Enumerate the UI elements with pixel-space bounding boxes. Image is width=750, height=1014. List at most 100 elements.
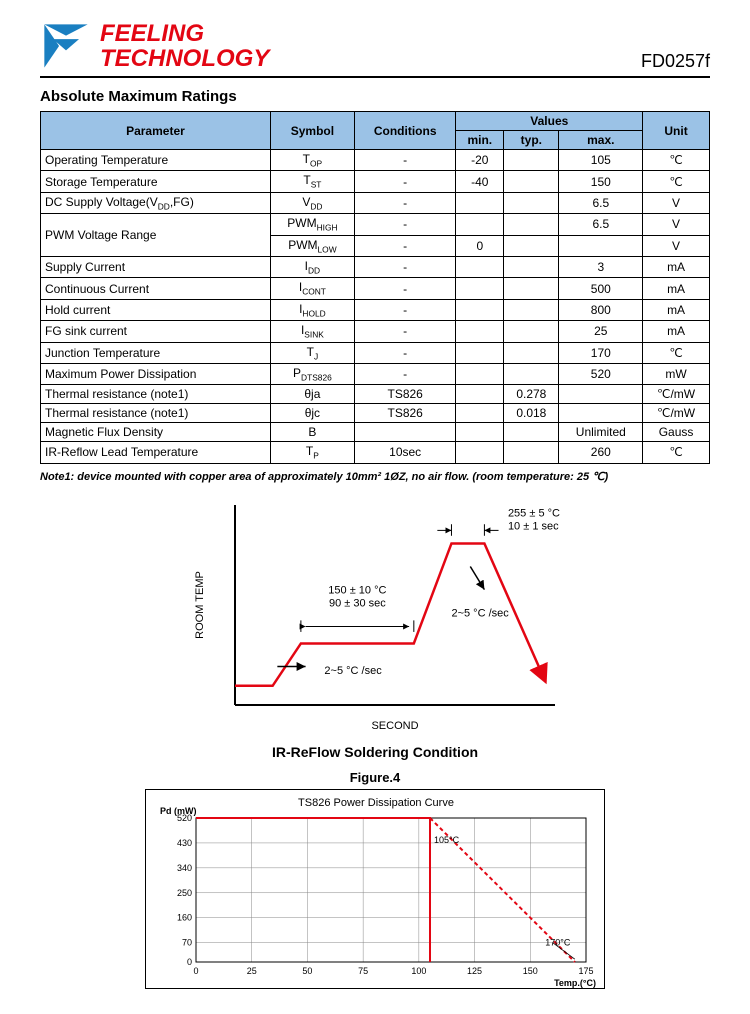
cell-symbol: TJ (270, 342, 354, 363)
table-body: Operating TemperatureTOP--20105℃Storage … (41, 150, 710, 464)
svg-text:520: 520 (177, 813, 192, 823)
cell-parameter: Maximum Power Dissipation (41, 363, 271, 384)
table-row: Thermal resistance (note1)θjcTS8260.018℃… (41, 404, 710, 423)
cell-parameter: PWM Voltage Range (41, 214, 271, 257)
section-title: Absolute Maximum Ratings (40, 88, 710, 105)
svg-text:0: 0 (193, 966, 198, 976)
table-row: FG sink currentISINK-25mA (41, 321, 710, 342)
cell-cond: TS826 (354, 385, 456, 404)
cell-parameter: Magnetic Flux Density (41, 423, 271, 442)
table-row: Junction TemperatureTJ- 170℃ (41, 342, 710, 363)
cell-symbol: PDTS826 (270, 363, 354, 384)
cell-typ (504, 278, 559, 299)
svg-text:10 ± 1 sec: 10 ± 1 sec (508, 520, 559, 532)
col-parameter: Parameter (41, 112, 271, 150)
cell-symbol: PWMLOW (270, 235, 354, 256)
cell-symbol: TP (270, 442, 354, 463)
cell-min (456, 299, 504, 320)
table-row: DC Supply Voltage(VDD,FG)VDD-6.5V (41, 192, 710, 213)
svg-text:ROOM TEMP: ROOM TEMP (194, 571, 206, 639)
svg-text:SECOND: SECOND (371, 720, 418, 732)
cell-unit: mA (643, 321, 710, 342)
table-header: Parameter Symbol Conditions Values Unit … (41, 112, 710, 150)
cell-min (456, 256, 504, 277)
table-row: Maximum Power DissipationPDTS826-520mW (41, 363, 710, 384)
cell-typ (504, 321, 559, 342)
svg-text:150: 150 (523, 966, 538, 976)
cell-min (456, 321, 504, 342)
cell-min (456, 278, 504, 299)
cell-min (456, 385, 504, 404)
cell-max: 500 (559, 278, 643, 299)
cell-typ: 0.018 (504, 404, 559, 423)
cell-typ (504, 299, 559, 320)
svg-text:105°C: 105°C (434, 835, 460, 845)
cell-cond: - (354, 171, 456, 192)
col-unit: Unit (643, 112, 710, 150)
svg-text:255 ± 5 °C: 255 ± 5 °C (508, 507, 560, 519)
cell-unit: mA (643, 278, 710, 299)
cell-max: 800 (559, 299, 643, 320)
cell-symbol: IHOLD (270, 299, 354, 320)
cell-unit: mW (643, 363, 710, 384)
svg-text:100: 100 (411, 966, 426, 976)
company-name: FEELING TECHNOLOGY (100, 21, 269, 71)
svg-text:2~5 °C /sec: 2~5 °C /sec (324, 665, 382, 677)
cell-cond: - (354, 342, 456, 363)
document-number: FD0257f (641, 51, 710, 72)
cell-typ (504, 171, 559, 192)
svg-text:340: 340 (177, 863, 192, 873)
cell-symbol: ISINK (270, 321, 354, 342)
cell-cond: - (354, 299, 456, 320)
cell-max: 6.5 (559, 214, 643, 235)
cell-unit: mA (643, 299, 710, 320)
cell-max: 105 (559, 150, 643, 171)
svg-text:250: 250 (177, 887, 192, 897)
cell-min: -20 (456, 150, 504, 171)
cell-cond: - (354, 256, 456, 277)
svg-text:25: 25 (247, 966, 257, 976)
cell-unit: ℃/mW (643, 385, 710, 404)
figure4: Figure.4 TS826 Power Dissipation CurvePd… (40, 770, 710, 994)
table-row: Thermal resistance (note1)θjaTS8260.278℃… (41, 385, 710, 404)
cell-typ: 0.278 (504, 385, 559, 404)
cell-symbol: TOP (270, 150, 354, 171)
cell-parameter: IR-Reflow Lead Temperature (41, 442, 271, 463)
cell-min (456, 442, 504, 463)
cell-min: 0 (456, 235, 504, 256)
svg-text:125: 125 (467, 966, 482, 976)
cell-symbol: PWMHIGH (270, 214, 354, 235)
cell-max: 6.5 (559, 192, 643, 213)
cell-typ (504, 214, 559, 235)
cell-parameter: Thermal resistance (note1) (41, 404, 271, 423)
table-row: PWM Voltage RangePWMHIGH-6.5V (41, 214, 710, 235)
table-row: Operating TemperatureTOP--20105℃ (41, 150, 710, 171)
table-row: Magnetic Flux DensityBUnlimitedGauss (41, 423, 710, 442)
col-min: min. (456, 131, 504, 150)
reflow-chart: ROOM TEMPSECOND2~5 °C /sec150 ± 10 °C90 … (40, 495, 710, 760)
cell-min (456, 192, 504, 213)
cell-symbol: TST (270, 171, 354, 192)
cell-max: 170 (559, 342, 643, 363)
svg-text:170°C: 170°C (545, 937, 571, 947)
cell-max (559, 404, 643, 423)
cell-parameter: Storage Temperature (41, 171, 271, 192)
svg-text:2~5 °C /sec: 2~5 °C /sec (451, 607, 509, 619)
cell-max (559, 235, 643, 256)
cell-max: 3 (559, 256, 643, 277)
table-row: Continuous CurrentICONT-500mA (41, 278, 710, 299)
cell-min: -40 (456, 171, 504, 192)
cell-cond: 10sec (354, 442, 456, 463)
cell-typ (504, 342, 559, 363)
cell-parameter: Junction Temperature (41, 342, 271, 363)
cell-min (456, 404, 504, 423)
cell-unit: V (643, 214, 710, 235)
cell-max: Unlimited (559, 423, 643, 442)
cell-parameter: Operating Temperature (41, 150, 271, 171)
page-header: FEELING TECHNOLOGY FD0257f (40, 20, 710, 78)
cell-unit: ℃ (643, 342, 710, 363)
svg-text:70: 70 (182, 937, 192, 947)
cell-cond: - (354, 235, 456, 256)
figure4-label: Figure.4 (40, 770, 710, 785)
cell-symbol: VDD (270, 192, 354, 213)
